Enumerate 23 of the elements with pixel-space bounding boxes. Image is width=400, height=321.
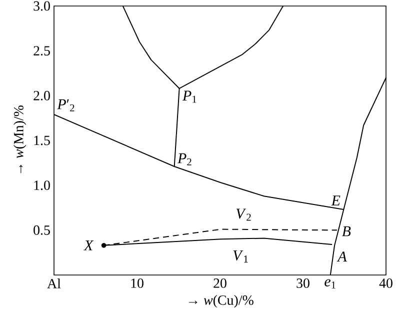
x-tick-label: 30 (296, 278, 310, 288)
annotation: B (342, 226, 351, 236)
x-tick-label: 20 (214, 278, 226, 288)
annotation: P′$_{2}$ (57, 99, 74, 112)
y-tick-label: 0.5 (34, 225, 50, 235)
x-tick-label: 40 (379, 278, 392, 288)
x-tick-label: 10 (131, 278, 144, 288)
y-tick-label: 1.0 (34, 180, 50, 190)
annotation: P$_{2}$ (177, 153, 192, 166)
y-axis-title: → w(Mn)/% (14, 106, 26, 174)
x-axis-title: → w(Cu)/% (188, 295, 254, 308)
annotation: A (336, 252, 347, 262)
annotation: E (331, 196, 340, 206)
annotation: e$_{1}$ (324, 279, 336, 288)
series-label: V$_{2}$ (236, 208, 251, 221)
y-tick-label: 2.0 (34, 90, 50, 100)
y-tick-label: 2.5 (34, 46, 50, 56)
annotation: P$_{1}$ (182, 90, 196, 103)
y-tick-label: 3.0 (34, 1, 50, 11)
y-tick-label: 1.5 (34, 136, 50, 146)
annotation: X (84, 240, 94, 250)
x-tick-label: Al (47, 278, 61, 288)
series-label: V$_{1}$ (233, 250, 248, 262)
